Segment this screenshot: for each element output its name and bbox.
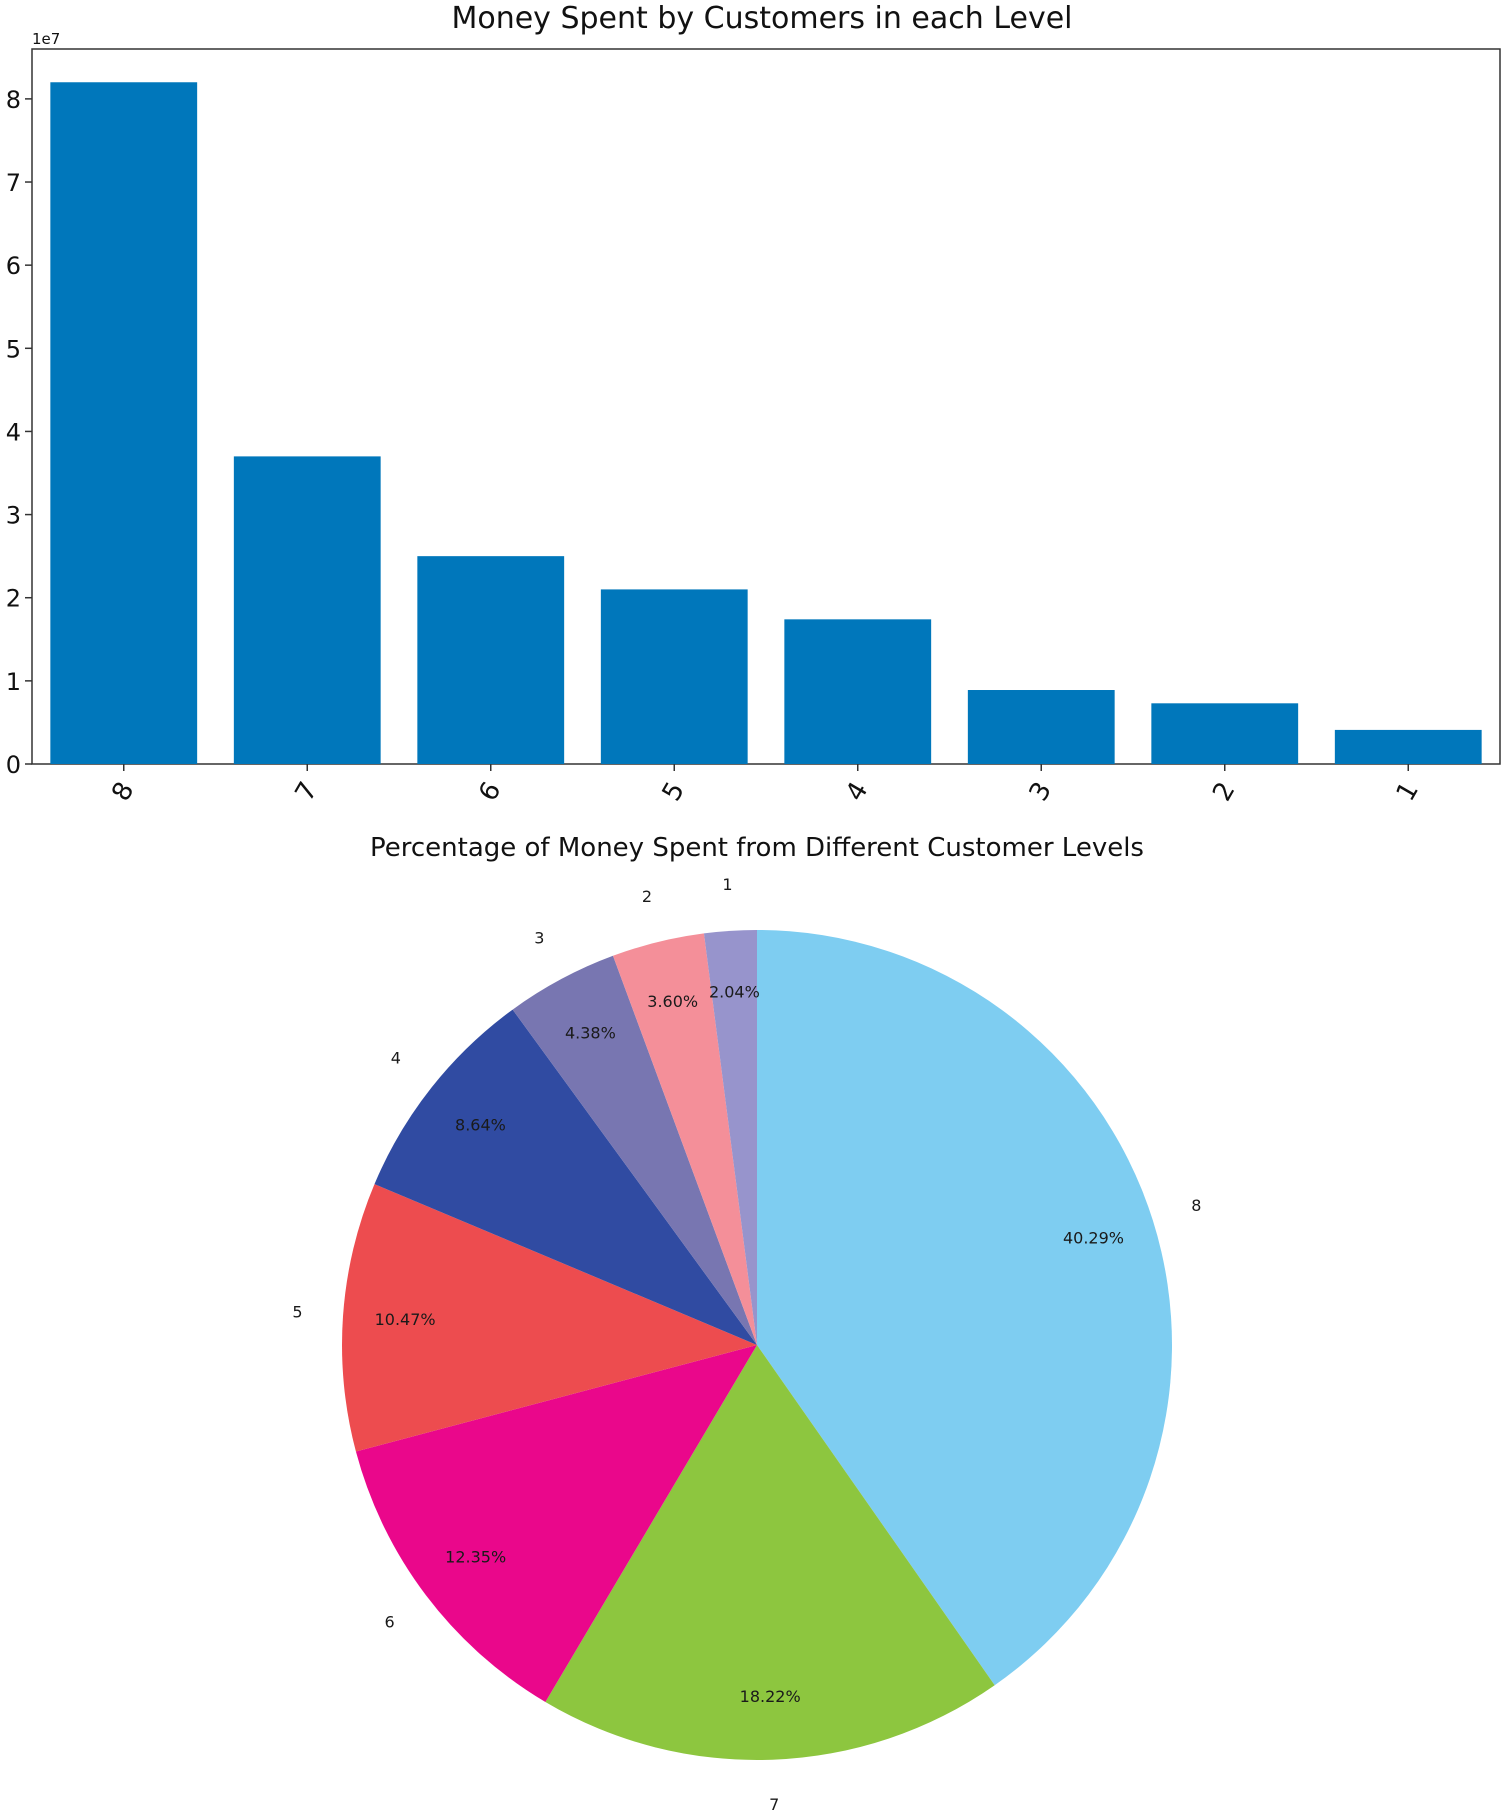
bar-level-6 <box>417 556 565 764</box>
bar-level-5 <box>600 589 748 764</box>
pie-chart-slices <box>342 930 1173 1761</box>
bar-chart-title: Money Spent by Customers in each Level <box>451 1 1072 36</box>
pie-percent-label: 12.35% <box>445 1547 506 1566</box>
bar-level-8 <box>50 82 198 765</box>
y-tick-label: 3 <box>6 502 21 530</box>
y-tick-label: 8 <box>6 86 21 114</box>
bar-chart-bars <box>50 82 1482 765</box>
pie-slice-level-3 <box>512 955 757 1345</box>
pie-percent-label: 10.47% <box>375 1310 436 1329</box>
y-tick-label: 1 <box>6 668 21 696</box>
pie-slice-level-8 <box>757 930 1173 1686</box>
x-tick-label: 1 <box>1391 777 1425 806</box>
bar-chart-offset-label: 1e7 <box>32 30 60 48</box>
x-tick-label: 5 <box>657 777 691 806</box>
bar-chart-y-ticks: 0 1 2 3 4 5 6 7 8 <box>6 86 32 779</box>
pie-chart: Percentage of Money Spent from Different… <box>292 833 1201 1810</box>
bar-level-4 <box>784 619 932 764</box>
bar-level-3 <box>967 690 1115 764</box>
bar-level-1 <box>1334 729 1482 764</box>
y-tick-label: 5 <box>6 335 21 363</box>
x-tick-label: 2 <box>1207 777 1241 806</box>
pie-category-label: 2 <box>642 887 652 906</box>
pie-category-label: 4 <box>391 1049 401 1068</box>
pie-slice-level-7 <box>545 1345 995 1761</box>
bar-chart-x-ticks: 8 7 6 5 4 3 2 1 <box>106 764 1425 806</box>
pie-slice-level-4 <box>374 1009 757 1345</box>
x-tick-label: 8 <box>106 777 140 806</box>
pie-slice-level-2 <box>612 933 757 1345</box>
x-tick-label: 4 <box>840 777 874 806</box>
x-tick-label: 7 <box>290 777 324 806</box>
pie-category-label: 7 <box>769 1795 779 1810</box>
pie-percent-label: 3.60% <box>647 992 698 1011</box>
bar-level-7 <box>233 456 381 764</box>
pie-percent-label: 8.64% <box>455 1116 506 1135</box>
y-tick-label: 2 <box>6 585 21 613</box>
pie-chart-title: Percentage of Money Spent from Different… <box>370 833 1144 863</box>
pie-category-label: 8 <box>1191 1196 1201 1215</box>
x-tick-label: 6 <box>473 777 507 806</box>
pie-percent-label: 40.29% <box>1063 1229 1124 1248</box>
pie-chart-labels: 40.29% 8 18.22% 7 12.35% 6 10.47% 5 8.64% 4 4.38% 3… <box>292 875 1201 1810</box>
pie-slice-level-6 <box>355 1345 757 1702</box>
x-tick-label: 3 <box>1024 777 1058 806</box>
pie-percent-label: 18.22% <box>740 1687 801 1706</box>
y-tick-label: 7 <box>6 169 21 197</box>
pie-category-label: 1 <box>722 875 732 894</box>
bar-level-2 <box>1151 703 1299 764</box>
pie-category-label: 3 <box>534 928 544 947</box>
pie-slice-level-1 <box>703 930 757 1345</box>
y-tick-label: 6 <box>6 252 21 280</box>
y-tick-label: 0 <box>6 751 21 779</box>
pie-percent-label: 4.38% <box>565 1024 616 1043</box>
pie-category-label: 5 <box>292 1303 302 1322</box>
y-tick-label: 4 <box>6 418 21 446</box>
bar-chart-axes-frame <box>31 48 1501 765</box>
pie-percent-label: 2.04% <box>709 982 760 1001</box>
bar-chart: Money Spent by Customers in each Level 1… <box>6 1 1501 806</box>
pie-category-label: 6 <box>385 1612 395 1631</box>
pie-slice-level-5 <box>342 1184 757 1452</box>
